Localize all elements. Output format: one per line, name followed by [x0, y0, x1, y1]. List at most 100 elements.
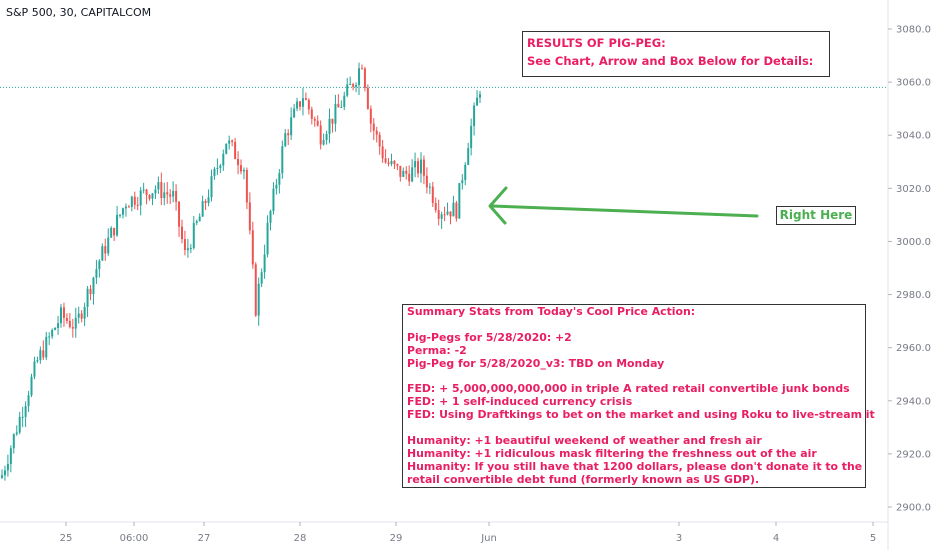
- right-here-label[interactable]: Right Here: [776, 206, 856, 225]
- candle-body: [328, 118, 331, 135]
- summary-line: retail convertible debt fund (formerly k…: [407, 472, 760, 486]
- candle-body: [363, 68, 366, 88]
- candle-body: [293, 108, 296, 118]
- candle-body: [119, 214, 122, 216]
- candle-body: [107, 237, 110, 254]
- candle-body: [192, 223, 195, 249]
- price-tick-label: 2940.0: [896, 396, 931, 407]
- green-arrow: [488, 186, 759, 225]
- candle-body: [419, 159, 422, 174]
- candle-body: [178, 201, 181, 227]
- candle-body: [322, 140, 325, 145]
- candle-body: [346, 84, 349, 96]
- candle-body: [358, 68, 361, 86]
- candle-body: [83, 306, 86, 319]
- time-axis[interactable]: 25 06:00 27 28 29 Jun 3 4 5: [0, 521, 888, 544]
- candle-body: [169, 194, 172, 197]
- candle-body: [60, 307, 63, 324]
- candle-body: [360, 68, 363, 70]
- symbol-label: S&P 500, 30, CAPITALCOM: [6, 6, 152, 19]
- candle-body: [242, 169, 245, 172]
- arrow-head: [488, 186, 508, 225]
- time-tick-label: 5: [870, 533, 876, 544]
- results-annotation[interactable]: RESULTS OF PIG-PEG: See Chart, Arrow and…: [522, 31, 830, 77]
- candle-body: [68, 320, 71, 328]
- candle-body: [136, 204, 139, 206]
- price-axis[interactable]: 2900.0 2920.0 2940.0 2960.0 2980.0 3000.0 3020…: [887, 0, 931, 550]
- candle-body: [278, 173, 281, 185]
- candle-body: [313, 118, 316, 121]
- candle-body: [157, 182, 160, 190]
- summary-annotation[interactable]: Summary Stats from Today's Cool Price Ac…: [402, 304, 875, 488]
- price-tick-label: 2900.0: [896, 503, 931, 514]
- time-tick-label: Jun: [480, 533, 497, 544]
- summary-line: Perma: -2: [407, 343, 467, 357]
- candle-body: [113, 227, 116, 236]
- candle-body: [325, 134, 328, 141]
- candle-body: [476, 97, 479, 106]
- candle-body: [431, 186, 434, 204]
- candle-body: [62, 307, 65, 319]
- candle-body: [160, 182, 163, 199]
- candle-body: [340, 106, 343, 108]
- candle-body: [54, 328, 57, 330]
- summary-line: FED: Using Draftkings to bet on the mark…: [407, 408, 875, 422]
- candle-body: [428, 186, 431, 188]
- price-tick-label: 3080.0: [896, 25, 931, 36]
- candle-body: [195, 221, 198, 224]
- candle-body: [307, 99, 310, 110]
- candle-body: [33, 361, 36, 377]
- candle-body: [417, 161, 420, 174]
- candle-body: [92, 277, 95, 295]
- candle-body: [263, 254, 266, 273]
- candle-body: [151, 193, 154, 199]
- candle-body: [260, 272, 263, 284]
- candle-body: [381, 146, 384, 159]
- candle-body: [366, 87, 369, 109]
- candle-body: [116, 214, 119, 236]
- candle-body: [458, 183, 461, 219]
- candle-body: [198, 216, 201, 222]
- candle-body: [434, 203, 437, 211]
- candle-body: [42, 350, 45, 358]
- candle-body: [408, 173, 411, 182]
- time-tick-label: 28: [294, 533, 307, 544]
- price-tick-label: 3000.0: [896, 237, 931, 248]
- candle-body: [133, 196, 136, 205]
- candle-body: [473, 105, 476, 127]
- candle-body: [245, 169, 248, 203]
- candle-body: [470, 126, 473, 149]
- candle-body: [101, 246, 104, 261]
- candle-body: [21, 416, 24, 418]
- candle-body: [51, 329, 54, 337]
- candle-body: [411, 167, 414, 182]
- summary-line: [407, 319, 861, 332]
- candle-body: [299, 101, 302, 107]
- candle-body: [186, 248, 189, 251]
- candle-body: [86, 288, 89, 307]
- candle-body: [183, 239, 186, 251]
- candle-body: [207, 197, 210, 204]
- candle-body: [36, 360, 39, 362]
- candle-body: [296, 101, 299, 109]
- candle-body: [121, 208, 124, 215]
- summary-line: Pig-Pegs for 5/28/2020: +2: [407, 330, 572, 344]
- candle-body: [405, 170, 408, 174]
- candle-body: [127, 206, 130, 208]
- candle-body: [222, 153, 225, 166]
- candle-body: [310, 109, 313, 119]
- candle-body: [319, 125, 322, 145]
- candle-body: [272, 188, 275, 212]
- candle-body: [461, 180, 464, 184]
- candle-body: [378, 134, 381, 147]
- candle-body: [237, 158, 240, 166]
- candle-body: [189, 248, 192, 250]
- candle-body: [443, 214, 446, 216]
- candle-body: [6, 463, 9, 471]
- candle-body: [15, 432, 18, 435]
- candle-body: [257, 283, 260, 316]
- candle-body: [275, 184, 278, 189]
- candle-body: [80, 313, 83, 319]
- candle-body: [284, 133, 287, 147]
